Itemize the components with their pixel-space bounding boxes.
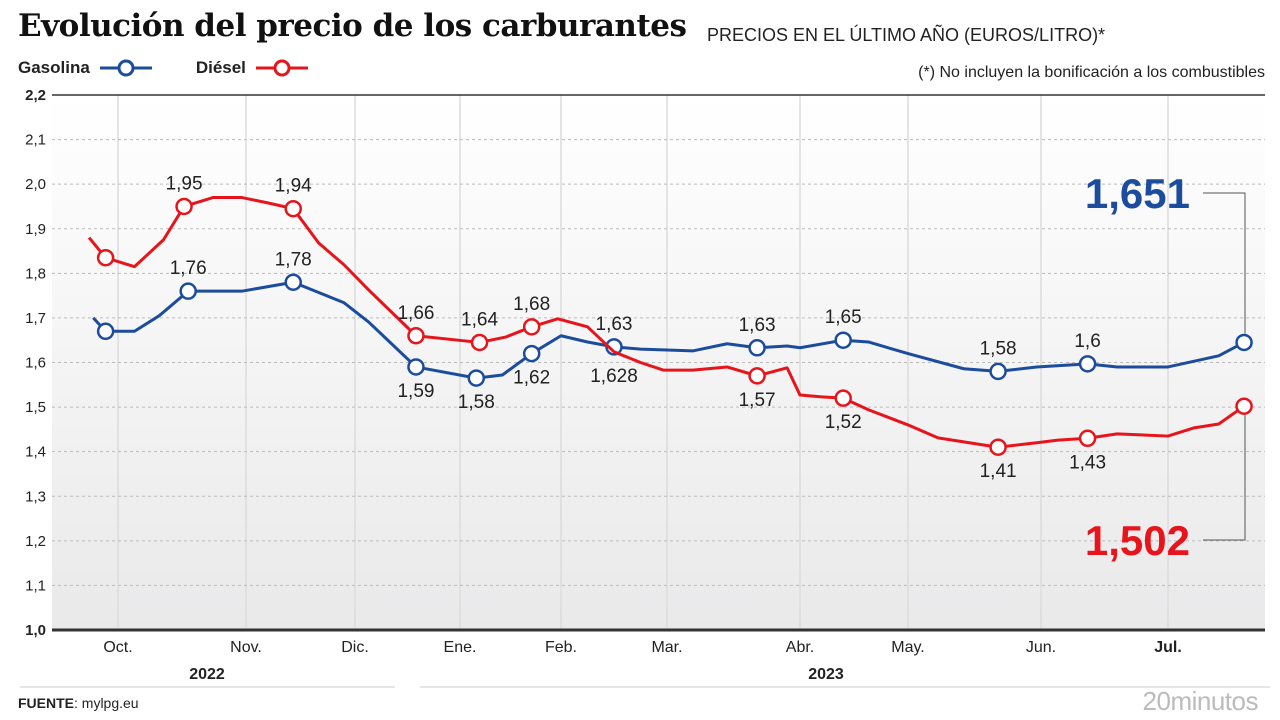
data-point bbox=[407, 327, 425, 345]
x-tick-label: Dic. bbox=[341, 639, 369, 656]
series-line-diesel bbox=[87, 196, 1245, 449]
data-label: 1,63 bbox=[739, 315, 776, 336]
data-point bbox=[175, 197, 193, 216]
data-label: 1,65 bbox=[825, 307, 862, 328]
data-label: 1,6 bbox=[1074, 331, 1100, 352]
data-point bbox=[96, 248, 115, 267]
legend: Gasolina Diésel bbox=[18, 58, 310, 78]
source: FUENTE: mylpg.eu bbox=[18, 695, 139, 711]
x-tick-label: Jun. bbox=[1026, 639, 1056, 656]
y-tick-label: 1,6 bbox=[25, 355, 46, 372]
x-tick-label: Feb. bbox=[545, 639, 577, 656]
y-tick-label: 2,1 bbox=[25, 132, 46, 149]
chart-title: Evolución del precio de los carburantes bbox=[18, 8, 687, 44]
y-tick-label: 2,0 bbox=[25, 176, 46, 193]
x-tick-label: May. bbox=[891, 639, 924, 656]
data-point bbox=[989, 438, 1007, 456]
data-point bbox=[605, 338, 623, 356]
data-point bbox=[284, 199, 302, 218]
data-label: 1,57 bbox=[739, 390, 776, 411]
data-label: 1,78 bbox=[275, 249, 312, 270]
data-point bbox=[1078, 429, 1097, 448]
x-tick-label: Mar. bbox=[651, 639, 682, 656]
year-label-2023: 2023 bbox=[808, 666, 844, 683]
data-point bbox=[467, 369, 486, 387]
data-label: 1,68 bbox=[513, 294, 550, 315]
legend-label-diesel: Diésel bbox=[195, 58, 246, 77]
data-label: 1,66 bbox=[397, 303, 434, 324]
x-tick-label: Ene. bbox=[444, 639, 477, 656]
data-point bbox=[470, 333, 489, 352]
final-value-label: 1,502 bbox=[1085, 517, 1190, 564]
data-point bbox=[96, 322, 115, 341]
callout-line bbox=[1203, 192, 1246, 334]
brand-logo: 20minutos bbox=[1142, 686, 1259, 716]
data-label: 1,43 bbox=[1069, 452, 1106, 473]
y-tick-label: 1,1 bbox=[25, 577, 46, 594]
series-line-gasolina bbox=[92, 280, 1245, 380]
final-value-label: 1,651 bbox=[1085, 170, 1190, 217]
source-value: : mylpg.eu bbox=[74, 695, 139, 711]
chart-subtitle: PRECIOS EN EL ÚLTIMO AÑO (EUROS/LITRO)* bbox=[707, 25, 1106, 45]
data-label: 1,58 bbox=[980, 338, 1017, 359]
callout-line bbox=[1203, 415, 1246, 541]
data-point bbox=[989, 362, 1007, 381]
data-label: 1,59 bbox=[397, 381, 434, 402]
data-label: 1,628 bbox=[590, 366, 638, 387]
y-tick-label: 1,9 bbox=[25, 221, 46, 238]
data-point bbox=[407, 358, 425, 376]
footnote: (*) No incluyen la bonificación a los co… bbox=[918, 64, 1265, 81]
y-tick-label: 1,4 bbox=[25, 444, 46, 461]
data-point bbox=[748, 339, 766, 357]
y-tick-label: 1,7 bbox=[25, 310, 46, 327]
x-tick-label: Jul. bbox=[1154, 639, 1182, 656]
data-label: 1,64 bbox=[461, 309, 498, 330]
data-point bbox=[522, 318, 541, 336]
data-label: 1,95 bbox=[166, 173, 203, 194]
data-label: 1,52 bbox=[825, 412, 862, 433]
data-point bbox=[522, 344, 541, 363]
legend-marker-gasolina bbox=[99, 59, 152, 77]
data-point bbox=[748, 367, 766, 385]
y-tick-label: 1,3 bbox=[25, 488, 46, 505]
legend-marker-diesel bbox=[255, 59, 308, 77]
y-tick-label: 1,2 bbox=[25, 533, 46, 550]
data-label: 1,58 bbox=[458, 392, 495, 413]
data-label: 1,76 bbox=[170, 258, 207, 279]
year-label-2022: 2022 bbox=[189, 666, 225, 683]
y-tick-label: 1,5 bbox=[25, 399, 46, 416]
y-tick-label: 1,0 bbox=[25, 622, 46, 639]
data-label: 1,41 bbox=[980, 461, 1017, 482]
x-tick-label: Oct. bbox=[103, 639, 132, 656]
data-label: 1,94 bbox=[275, 176, 312, 197]
data-point bbox=[1078, 355, 1097, 373]
source-label: FUENTE bbox=[18, 695, 74, 711]
data-point bbox=[1235, 333, 1253, 352]
y-tick-label: 2,2 bbox=[25, 87, 46, 104]
x-tick-label: Abr. bbox=[786, 639, 814, 656]
data-point bbox=[834, 331, 852, 349]
y-tick-label: 1,8 bbox=[25, 265, 46, 282]
data-point bbox=[834, 389, 852, 407]
data-point bbox=[284, 273, 302, 291]
data-label: 1,62 bbox=[513, 368, 550, 389]
data-label: 1,63 bbox=[596, 314, 633, 335]
data-point bbox=[179, 282, 197, 300]
data-point bbox=[1235, 397, 1253, 415]
legend-label-gasolina: Gasolina bbox=[18, 58, 90, 77]
x-tick-label: Nov. bbox=[230, 639, 262, 656]
